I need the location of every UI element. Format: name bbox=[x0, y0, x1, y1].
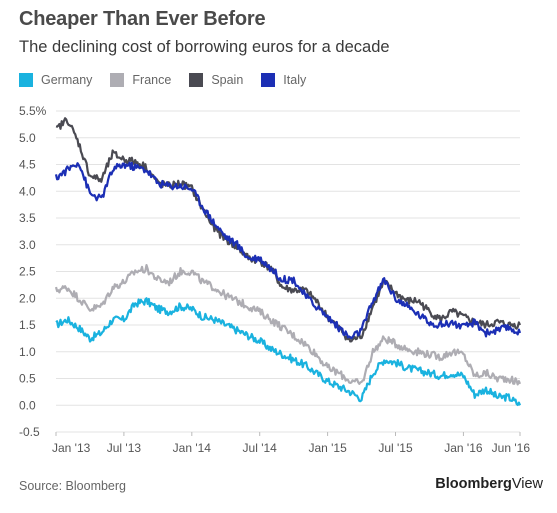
legend-swatch-france bbox=[110, 73, 125, 87]
y-tick-label: 4.5 bbox=[19, 158, 36, 172]
legend-label-germany: Germany bbox=[41, 73, 93, 87]
x-tick-label: Jan '13 bbox=[52, 441, 91, 455]
source-note: Source: Bloomberg bbox=[19, 479, 127, 493]
x-tick-label: Jun '16 bbox=[492, 441, 531, 455]
y-tick-label: 5.5% bbox=[19, 104, 47, 118]
x-tick-label: Jul '13 bbox=[107, 441, 142, 455]
legend-label-spain: Spain bbox=[211, 73, 244, 87]
brand-logo: BloombergView bbox=[435, 476, 543, 492]
brand-light: View bbox=[511, 476, 543, 492]
legend-swatch-italy bbox=[261, 73, 276, 87]
legend-item-spain: Spain bbox=[189, 73, 243, 87]
series-line-italy bbox=[54, 161, 522, 340]
y-tick-label: 3.5 bbox=[19, 211, 36, 225]
x-tick-label: Jan '14 bbox=[173, 441, 212, 455]
chart-subtitle: The declining cost of borrowing euros fo… bbox=[19, 38, 390, 56]
series-line-germany bbox=[55, 297, 522, 406]
y-tick-label: 5.0 bbox=[19, 131, 36, 145]
brand-bold: Bloomberg bbox=[435, 476, 512, 492]
legend-item-france: France bbox=[110, 73, 171, 87]
y-tick-label: -0.5 bbox=[19, 425, 40, 439]
x-tick-label: Jan '16 bbox=[444, 441, 483, 455]
y-tick-label: 1.5 bbox=[19, 318, 36, 332]
x-tick-label: Jul '14 bbox=[243, 441, 278, 455]
legend-swatch-spain bbox=[189, 73, 204, 87]
y-tick-label: 0.5 bbox=[19, 372, 36, 386]
series-line-spain bbox=[55, 117, 522, 343]
series-line-france bbox=[54, 264, 522, 386]
y-tick-label: 1.0 bbox=[19, 345, 36, 359]
y-tick-label: 2.0 bbox=[19, 291, 36, 305]
legend-label-italy: Italy bbox=[283, 73, 307, 87]
y-tick-label: 3.0 bbox=[19, 238, 36, 252]
y-tick-label: 0.0 bbox=[19, 398, 36, 412]
y-tick-label: 4.0 bbox=[19, 184, 36, 198]
legend-label-france: France bbox=[132, 73, 172, 87]
x-tick-label: Jul '15 bbox=[378, 441, 413, 455]
legend-swatch-germany bbox=[19, 73, 33, 87]
legend-item-italy: Italy bbox=[261, 73, 306, 87]
legend-item-germany: Germany bbox=[19, 73, 92, 87]
legend: Germany France Spain Italy bbox=[19, 73, 306, 87]
chart-title: Cheaper Than Ever Before bbox=[19, 8, 266, 30]
y-tick-label: 2.5 bbox=[19, 265, 36, 279]
x-tick-label: Jan '15 bbox=[308, 441, 347, 455]
